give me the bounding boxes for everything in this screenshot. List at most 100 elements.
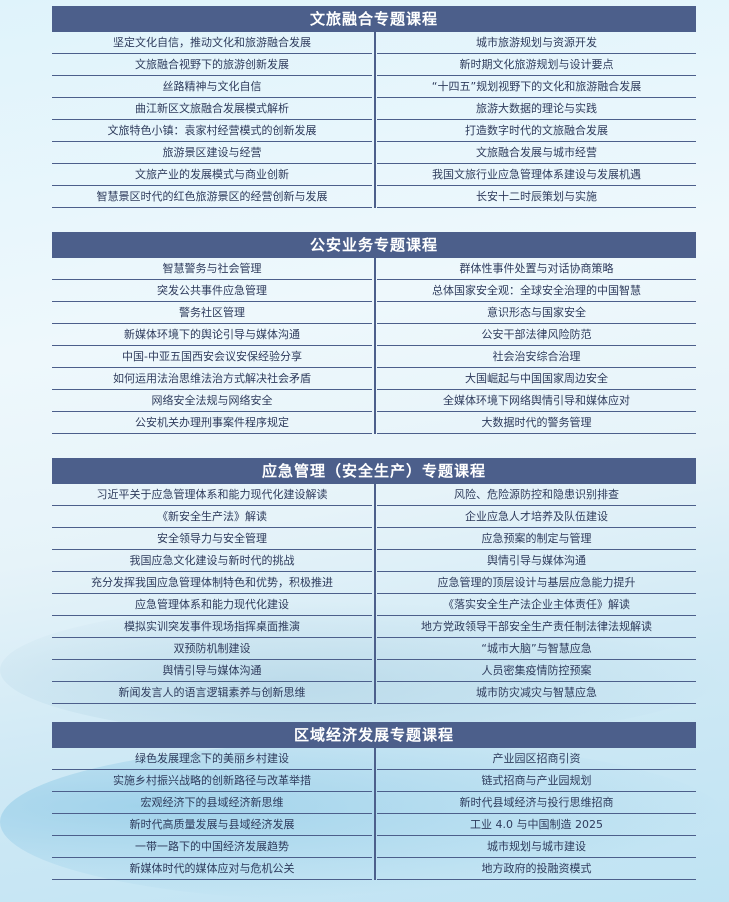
course-right: 企业应急人才培养及队伍建设 (377, 506, 696, 528)
table-row: 充分发挥我国应急管理体制特色和优势，积极推进 应急管理的顶层设计与基层应急能力提升 (52, 572, 696, 594)
course-right: “十四五”规划视野下的文化和旅游融合发展 (377, 76, 696, 98)
table-row: 网络安全法规与网络安全 全媒体环境下网络舆情引导和媒体应对 (52, 390, 696, 412)
course-section: 公安业务专题课程 智慧警务与社会管理 群体性事件处置与对话协商策略 突发公共事件应急管… (52, 232, 696, 434)
course-right: 应急预案的制定与管理 (377, 528, 696, 550)
course-right: 城市防灾减灾与智慧应急 (377, 682, 696, 704)
course-right: 城市规划与城市建设 (377, 836, 696, 858)
course-right: 应急管理的顶层设计与基层应急能力提升 (377, 572, 696, 594)
table-row: 突发公共事件应急管理 总体国家安全观：全球安全治理的中国智慧 (52, 280, 696, 302)
course-right: 舆情引导与媒体沟通 (377, 550, 696, 572)
table-row: 新媒体环境下的舆论引导与媒体沟通 公安干部法律风险防范 (52, 324, 696, 346)
section-title: 文旅融合专题课程 (52, 6, 696, 32)
course-left: 丝路精神与文化自信 (52, 76, 372, 98)
course-left: 舆情引导与媒体沟通 (52, 660, 372, 682)
course-right: “城市大脑”与智慧应急 (377, 638, 696, 660)
course-right: 总体国家安全观：全球安全治理的中国智慧 (377, 280, 696, 302)
course-right: 新时期文化旅游规划与设计要点 (377, 54, 696, 76)
table-row: 文旅融合视野下的旅游创新发展 新时期文化旅游规划与设计要点 (52, 54, 696, 76)
course-table: 智慧警务与社会管理 群体性事件处置与对话协商策略 突发公共事件应急管理 总体国家安全观… (52, 258, 696, 434)
course-left: 绿色发展理念下的美丽乡村建设 (52, 748, 372, 770)
course-section: 应急管理（安全生产）专题课程 习近平关于应急管理体系和能力现代化建设解读 风险、危险… (52, 458, 696, 704)
course-left: 应急管理体系和能力现代化建设 (52, 594, 372, 616)
course-section: 区域经济发展专题课程 绿色发展理念下的美丽乡村建设 产业园区招商引资 实施乡村振兴战略… (52, 722, 696, 880)
table-row: 一带一路下的中国经济发展趋势 城市规划与城市建设 (52, 836, 696, 858)
course-right: 长安十二时辰策划与实施 (377, 186, 696, 208)
table-row: 警务社区管理 意识形态与国家安全 (52, 302, 696, 324)
table-row: 如何运用法治思维法治方式解决社会矛盾 大国崛起与中国国家周边安全 (52, 368, 696, 390)
course-right: 人员密集疫情防控预案 (377, 660, 696, 682)
course-left: 模拟实训突发事件现场指挥桌面推演 (52, 616, 372, 638)
course-left: 文旅特色小镇：袁家村经营模式的创新发展 (52, 120, 372, 142)
course-left: 警务社区管理 (52, 302, 372, 324)
course-right: 链式招商与产业园规划 (377, 770, 696, 792)
table-row: 旅游景区建设与经营 文旅融合发展与城市经营 (52, 142, 696, 164)
course-left: 文旅产业的发展模式与商业创新 (52, 164, 372, 186)
course-right: 全媒体环境下网络舆情引导和媒体应对 (377, 390, 696, 412)
table-row: 舆情引导与媒体沟通 人员密集疫情防控预案 (52, 660, 696, 682)
course-section: 文旅融合专题课程 坚定文化自信，推动文化和旅游融合发展 城市旅游规划与资源开发 文旅融… (52, 6, 696, 208)
course-right: 群体性事件处置与对话协商策略 (377, 258, 696, 280)
course-right: 《落实安全生产法企业主体责任》解读 (377, 594, 696, 616)
course-left: 智慧景区时代的红色旅游景区的经营创新与发展 (52, 186, 372, 208)
course-left: 新媒体环境下的舆论引导与媒体沟通 (52, 324, 372, 346)
course-left: 旅游景区建设与经营 (52, 142, 372, 164)
course-left: 智慧警务与社会管理 (52, 258, 372, 280)
course-left: 新媒体时代的媒体应对与危机公关 (52, 858, 372, 880)
course-left: 新闻发言人的语言逻辑素养与创新思维 (52, 682, 372, 704)
table-row: 文旅产业的发展模式与商业创新 我国文旅行业应急管理体系建设与发展机遇 (52, 164, 696, 186)
course-right: 意识形态与国家安全 (377, 302, 696, 324)
section-title: 公安业务专题课程 (52, 232, 696, 258)
course-right: 打造数字时代的文旅融合发展 (377, 120, 696, 142)
course-left: 文旅融合视野下的旅游创新发展 (52, 54, 372, 76)
table-row: 双预防机制建设 “城市大脑”与智慧应急 (52, 638, 696, 660)
table-row: 新时代高质量发展与县域经济发展 工业 4.0 与中国制造 2025 (52, 814, 696, 836)
table-row: 新闻发言人的语言逻辑素养与创新思维 城市防灾减灾与智慧应急 (52, 682, 696, 704)
course-left: 公安机关办理刑事案件程序规定 (52, 412, 372, 434)
course-right: 大数据时代的警务管理 (377, 412, 696, 434)
section-title: 区域经济发展专题课程 (52, 722, 696, 748)
course-left: 如何运用法治思维法治方式解决社会矛盾 (52, 368, 372, 390)
table-row: 文旅特色小镇：袁家村经营模式的创新发展 打造数字时代的文旅融合发展 (52, 120, 696, 142)
table-row: 宏观经济下的县域经济新思维 新时代县域经济与投行思维招商 (52, 792, 696, 814)
course-left: 我国应急文化建设与新时代的挑战 (52, 550, 372, 572)
course-left: 一带一路下的中国经济发展趋势 (52, 836, 372, 858)
course-right: 城市旅游规划与资源开发 (377, 32, 696, 54)
table-row: 模拟实训突发事件现场指挥桌面推演 地方党政领导干部安全生产责任制法律法规解读 (52, 616, 696, 638)
course-left: 实施乡村振兴战略的创新路径与改革举措 (52, 770, 372, 792)
table-row: 我国应急文化建设与新时代的挑战 舆情引导与媒体沟通 (52, 550, 696, 572)
table-row: 应急管理体系和能力现代化建设 《落实安全生产法企业主体责任》解读 (52, 594, 696, 616)
table-row: 公安机关办理刑事案件程序规定 大数据时代的警务管理 (52, 412, 696, 434)
course-left: 《新安全生产法》解读 (52, 506, 372, 528)
course-left: 宏观经济下的县域经济新思维 (52, 792, 372, 814)
table-row: 曲江新区文旅融合发展模式解析 旅游大数据的理论与实践 (52, 98, 696, 120)
course-right: 旅游大数据的理论与实践 (377, 98, 696, 120)
course-table: 绿色发展理念下的美丽乡村建设 产业园区招商引资 实施乡村振兴战略的创新路径与改革举措… (52, 748, 696, 880)
table-row: 中国-中亚五国西安会议安保经验分享 社会治安综合治理 (52, 346, 696, 368)
course-right: 社会治安综合治理 (377, 346, 696, 368)
table-row: 丝路精神与文化自信 “十四五”规划视野下的文化和旅游融合发展 (52, 76, 696, 98)
table-row: 《新安全生产法》解读 企业应急人才培养及队伍建设 (52, 506, 696, 528)
table-row: 实施乡村振兴战略的创新路径与改革举措 链式招商与产业园规划 (52, 770, 696, 792)
course-left: 习近平关于应急管理体系和能力现代化建设解读 (52, 484, 372, 506)
course-right: 我国文旅行业应急管理体系建设与发展机遇 (377, 164, 696, 186)
table-row: 新媒体时代的媒体应对与危机公关 地方政府的投融资模式 (52, 858, 696, 880)
course-table: 习近平关于应急管理体系和能力现代化建设解读 风险、危险源防控和隐患识别排查 《新安全… (52, 484, 696, 704)
course-right: 地方政府的投融资模式 (377, 858, 696, 880)
course-right: 工业 4.0 与中国制造 2025 (377, 814, 696, 836)
table-row: 智慧景区时代的红色旅游景区的经营创新与发展 长安十二时辰策划与实施 (52, 186, 696, 208)
course-left: 充分发挥我国应急管理体制特色和优势，积极推进 (52, 572, 372, 594)
table-row: 安全领导力与安全管理 应急预案的制定与管理 (52, 528, 696, 550)
course-right: 风险、危险源防控和隐患识别排查 (377, 484, 696, 506)
course-left: 安全领导力与安全管理 (52, 528, 372, 550)
course-right: 文旅融合发展与城市经营 (377, 142, 696, 164)
course-left: 网络安全法规与网络安全 (52, 390, 372, 412)
course-right: 大国崛起与中国国家周边安全 (377, 368, 696, 390)
course-left: 突发公共事件应急管理 (52, 280, 372, 302)
course-right: 地方党政领导干部安全生产责任制法律法规解读 (377, 616, 696, 638)
course-right: 公安干部法律风险防范 (377, 324, 696, 346)
table-row: 习近平关于应急管理体系和能力现代化建设解读 风险、危险源防控和隐患识别排查 (52, 484, 696, 506)
section-title: 应急管理（安全生产）专题课程 (52, 458, 696, 484)
course-left: 新时代高质量发展与县域经济发展 (52, 814, 372, 836)
course-left: 双预防机制建设 (52, 638, 372, 660)
table-row: 坚定文化自信，推动文化和旅游融合发展 城市旅游规划与资源开发 (52, 32, 696, 54)
